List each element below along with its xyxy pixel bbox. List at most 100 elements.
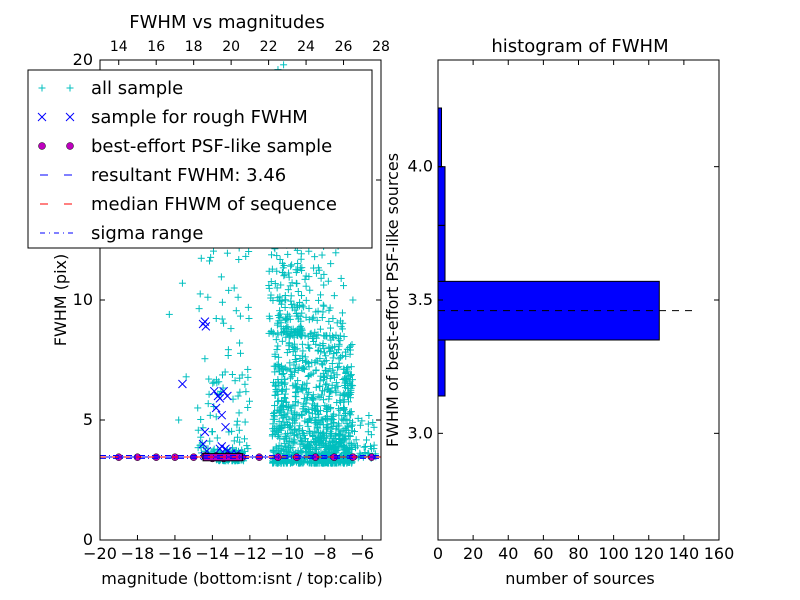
- rough-fwhm-point: [211, 403, 221, 413]
- all-sample-point: [315, 296, 323, 304]
- all-sample-point: [295, 363, 303, 371]
- all-sample-point: [195, 305, 203, 313]
- all-sample-point: [345, 344, 353, 352]
- all-sample-point: [312, 357, 320, 365]
- y-tick-label: 10: [73, 290, 93, 309]
- all-sample-point: [329, 315, 337, 323]
- all-sample-point: [317, 372, 325, 380]
- all-sample-point: [319, 416, 327, 424]
- all-sample-point: [298, 324, 306, 332]
- all-sample-point: [326, 365, 334, 373]
- all-sample-point: [300, 364, 308, 372]
- all-sample-point: [305, 427, 313, 435]
- histogram-y-axis-label: FWHM of best-effort PSF-like sources: [383, 153, 402, 447]
- all-sample-point: [324, 277, 332, 285]
- top-x-tick-label: 26: [335, 39, 353, 55]
- histogram-bar: [437, 224, 446, 282]
- x-tick-label: 100: [598, 544, 629, 563]
- all-sample-point: [278, 371, 286, 379]
- scatter-x-axis-label: magnitude (bottom:isnt / top:calib): [101, 569, 382, 588]
- all-sample-point: [280, 418, 288, 426]
- all-sample-point: [306, 330, 314, 338]
- all-sample-point: [308, 315, 316, 323]
- all-sample-point: [335, 411, 343, 419]
- legend-x-marker: [65, 112, 75, 122]
- all-sample-point: [312, 331, 320, 339]
- x-tick-label: 80: [568, 544, 588, 563]
- all-sample-point: [347, 382, 355, 390]
- all-sample-point: [292, 357, 300, 365]
- all-sample-point: [244, 445, 252, 453]
- all-sample-point: [236, 312, 244, 320]
- all-sample-point: [310, 337, 318, 345]
- all-sample-point: [331, 373, 339, 381]
- all-sample-point: [305, 273, 313, 281]
- all-sample-point: [340, 282, 348, 290]
- all-sample-point: [298, 340, 306, 348]
- all-sample-point: [328, 344, 336, 352]
- all-sample-point: [322, 381, 330, 389]
- legend-item: sample for rough FWHM: [37, 107, 308, 128]
- all-sample-point: [235, 426, 243, 434]
- all-sample-point: [297, 447, 305, 455]
- all-sample-point: [285, 403, 293, 411]
- rough-fwhm-point: [221, 422, 230, 432]
- all-sample-point: [274, 433, 282, 441]
- all-sample-point: [319, 396, 327, 404]
- y-tick-label: 20: [73, 50, 93, 69]
- all-sample-point: [348, 381, 356, 389]
- all-sample-point: [284, 409, 292, 417]
- legend-items: all sample sample for rough FWHM best-effo…: [37, 78, 337, 244]
- all-sample-point: [305, 409, 313, 417]
- all-sample-point: [230, 284, 238, 292]
- all-sample-point: [274, 331, 282, 339]
- all-sample-point: [312, 269, 320, 277]
- all-sample-point: [278, 329, 286, 337]
- all-sample-point: [281, 379, 289, 387]
- all-sample-point: [278, 387, 286, 395]
- all-sample-point: [340, 333, 348, 341]
- all-sample-point: [273, 346, 281, 354]
- all-sample-point: [197, 254, 205, 262]
- all-sample-point: [317, 291, 325, 299]
- scatter-title: FWHM vs magnitudes: [129, 12, 324, 33]
- all-sample-point: [205, 375, 213, 383]
- all-sample-point: [281, 430, 289, 438]
- all-sample-point: [286, 331, 294, 339]
- all-sample-point: [286, 449, 294, 457]
- all-sample-point: [310, 428, 318, 436]
- all-sample-point: [331, 384, 339, 392]
- all-sample-point: [197, 415, 205, 423]
- all-sample-point: [337, 274, 345, 282]
- all-sample-point: [327, 336, 335, 344]
- all-sample-point: [323, 380, 331, 388]
- all-sample-point: [311, 253, 319, 261]
- all-sample-point: [214, 446, 222, 454]
- all-sample-point: [289, 413, 297, 421]
- y-tick-label: 4.0: [408, 157, 433, 176]
- all-sample-point: [276, 363, 284, 371]
- all-sample-point: [321, 349, 329, 357]
- histogram-bar: [437, 339, 446, 397]
- y-tick-label: 3.5: [408, 290, 433, 309]
- all-sample-point: [299, 386, 307, 394]
- all-sample-point: [325, 395, 333, 403]
- legend-x-marker: [37, 112, 47, 122]
- all-sample-point: [319, 308, 327, 316]
- all-sample-point: [303, 444, 311, 452]
- all-sample-point: [361, 449, 369, 457]
- all-sample-point: [300, 365, 308, 373]
- rough-fwhm-point: [200, 427, 210, 437]
- all-sample-point: [291, 328, 299, 336]
- all-sample-point: [293, 410, 301, 418]
- legend-label: all sample: [91, 78, 183, 99]
- all-sample-point: [236, 438, 244, 446]
- all-sample-point: [325, 317, 333, 325]
- all-sample-point: [370, 441, 378, 449]
- all-sample-point: [288, 458, 296, 466]
- all-sample-point: [293, 312, 301, 320]
- reference-lines: [100, 455, 381, 459]
- legend-label: best-effort PSF-like sample: [91, 136, 332, 157]
- all-sample-point: [362, 436, 370, 444]
- all-sample-point: [244, 365, 252, 373]
